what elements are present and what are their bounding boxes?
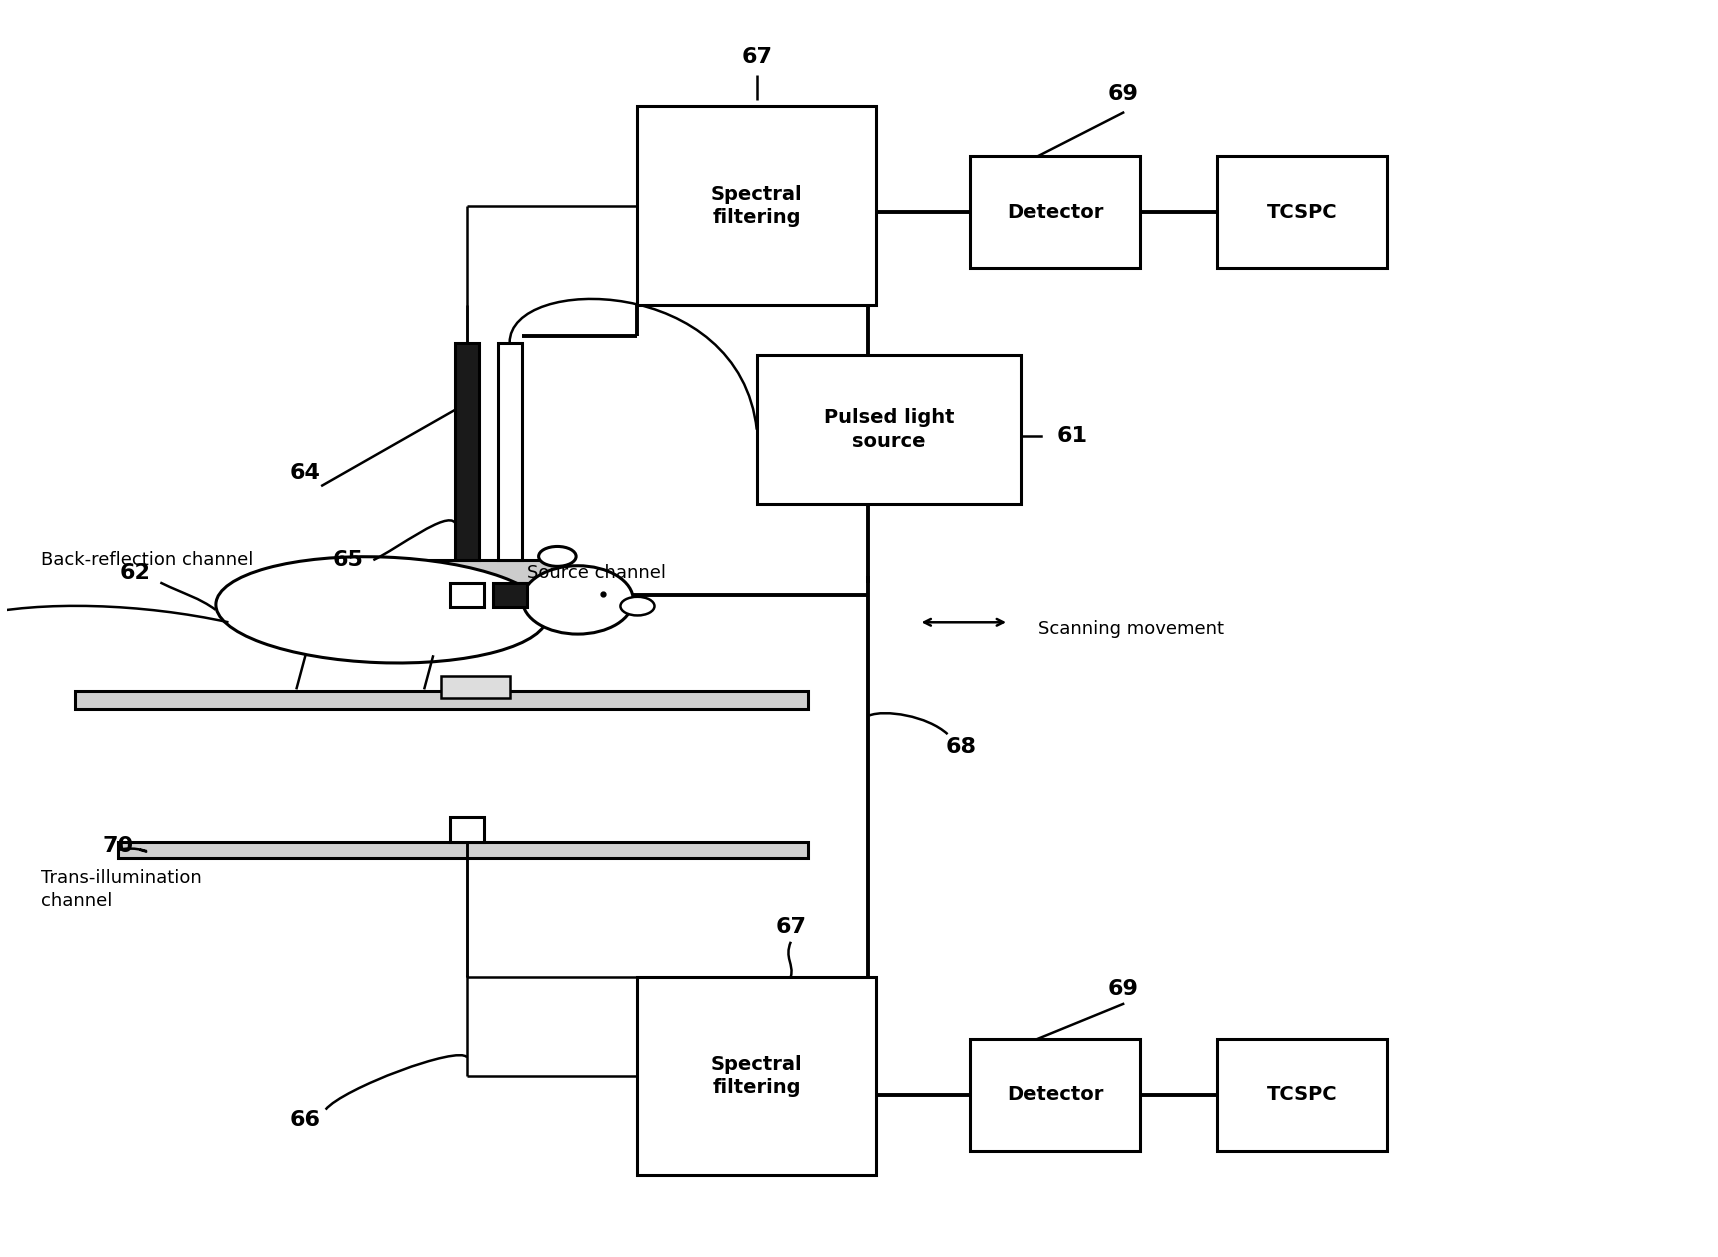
Text: 66: 66 bbox=[290, 1110, 321, 1130]
Text: 61: 61 bbox=[1057, 426, 1087, 446]
Bar bbox=[493, 582, 527, 607]
Text: Back-reflection channel: Back-reflection channel bbox=[41, 551, 253, 569]
Ellipse shape bbox=[620, 597, 655, 616]
Text: Scanning movement: Scanning movement bbox=[1038, 620, 1223, 637]
Bar bbox=[450, 817, 484, 842]
Text: Detector: Detector bbox=[1007, 202, 1103, 221]
Ellipse shape bbox=[539, 547, 576, 567]
Text: Pulsed light
source: Pulsed light source bbox=[823, 409, 953, 451]
Bar bbox=[637, 107, 876, 305]
Ellipse shape bbox=[522, 566, 634, 634]
Bar bbox=[637, 977, 876, 1175]
Text: 67: 67 bbox=[775, 916, 806, 936]
Text: TCSPC: TCSPC bbox=[1266, 1085, 1337, 1104]
Bar bbox=[969, 156, 1141, 268]
Text: 62: 62 bbox=[119, 563, 149, 582]
Text: Trans-illumination
channel: Trans-illumination channel bbox=[41, 869, 201, 910]
Bar bbox=[1216, 156, 1386, 268]
Bar bbox=[450, 582, 484, 607]
Bar bbox=[378, 561, 560, 582]
Text: 67: 67 bbox=[740, 47, 773, 67]
Text: Spectral
filtering: Spectral filtering bbox=[711, 185, 802, 228]
Bar bbox=[498, 343, 522, 561]
Text: TCSPC: TCSPC bbox=[1266, 202, 1337, 221]
Text: 69: 69 bbox=[1108, 84, 1139, 104]
Text: 69: 69 bbox=[1108, 979, 1139, 999]
Text: 68: 68 bbox=[945, 737, 978, 757]
Text: Spectral
filtering: Spectral filtering bbox=[711, 1055, 802, 1097]
Text: 64: 64 bbox=[290, 463, 321, 483]
Text: Source channel: Source channel bbox=[527, 563, 665, 582]
Bar bbox=[76, 690, 807, 709]
Bar bbox=[1216, 1038, 1386, 1150]
Bar bbox=[119, 842, 807, 859]
Bar bbox=[455, 343, 479, 561]
Ellipse shape bbox=[216, 557, 548, 662]
Bar bbox=[442, 676, 510, 698]
Bar bbox=[969, 1038, 1141, 1150]
Bar bbox=[756, 354, 1020, 504]
Text: Detector: Detector bbox=[1007, 1085, 1103, 1104]
Text: 70: 70 bbox=[101, 836, 134, 856]
Text: 65: 65 bbox=[332, 551, 362, 571]
